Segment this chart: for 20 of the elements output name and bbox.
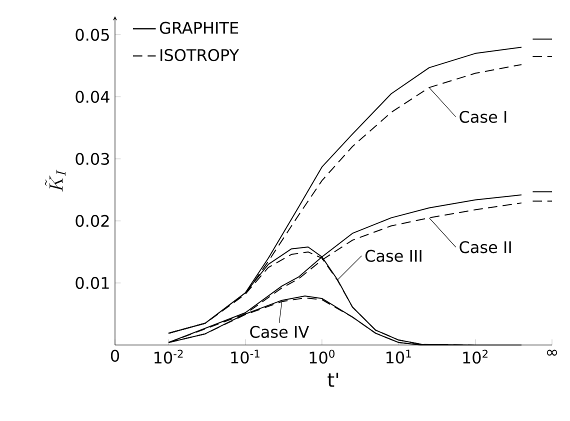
x-tick-label: 10$^{-2}$ bbox=[154, 350, 183, 364]
x-axis-title: t' bbox=[328, 372, 338, 387]
y-tick-label: 0.02 bbox=[76, 214, 109, 227]
y-axis-title: $\tilde{K}_{I}$ bbox=[45, 170, 66, 192]
y-tick-label: 0.04 bbox=[76, 90, 110, 103]
y-tick-label: 0.05 bbox=[76, 28, 109, 41]
legend-label: GRAPHITE bbox=[160, 22, 238, 34]
x-tick-label: ∞ bbox=[547, 350, 557, 356]
x-tick-label: 0 bbox=[110, 350, 120, 362]
x-tick-label: 10$^{1}$ bbox=[386, 350, 411, 364]
x-tick-label: 10$^{-1}$ bbox=[231, 350, 260, 364]
annotation: Case III bbox=[365, 250, 422, 262]
x-tick-label: 10$^{2}$ bbox=[463, 350, 488, 364]
annotation: Case II bbox=[460, 241, 511, 254]
y-tick-label: 0.01 bbox=[76, 276, 109, 290]
annotation: Case I bbox=[460, 110, 506, 123]
y-tick-label: 0.03 bbox=[76, 152, 109, 165]
legend-label: ISOTROPY bbox=[160, 49, 240, 62]
x-tick-label: 10$^{0}$ bbox=[310, 350, 334, 364]
annotation: Case IV bbox=[250, 326, 309, 338]
